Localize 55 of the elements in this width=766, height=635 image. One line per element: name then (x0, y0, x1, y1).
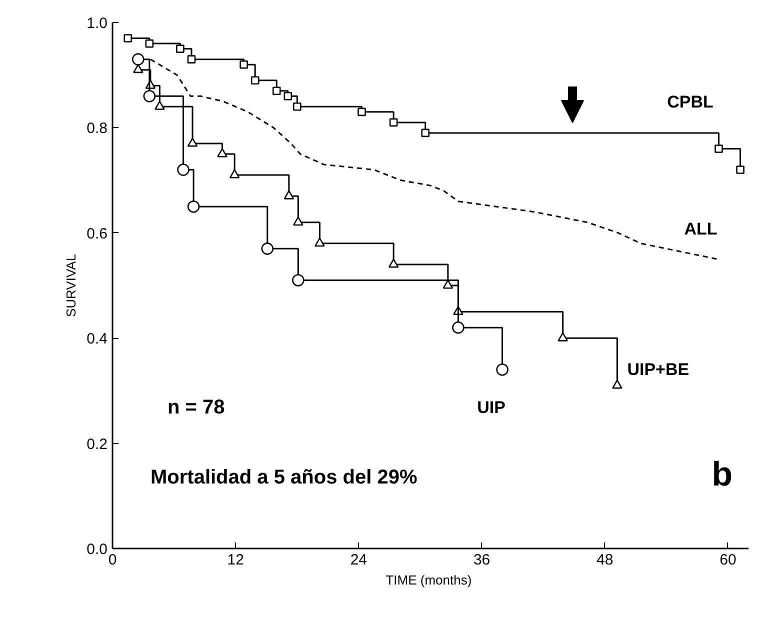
point (358, 108, 366, 116)
x-tick-label: 48 (596, 552, 614, 568)
y-tick-label: 0.6 (86, 225, 108, 242)
point (217, 148, 228, 158)
point (229, 169, 240, 178)
point (389, 118, 398, 127)
point (187, 200, 200, 213)
point (187, 55, 196, 64)
point (143, 90, 156, 102)
x-axis-title: TIME (months) (386, 572, 472, 588)
point (250, 76, 260, 85)
point (558, 332, 568, 342)
point (284, 92, 292, 100)
point (421, 128, 430, 138)
y-tick-label: 0.0 (86, 541, 108, 558)
point (736, 166, 744, 174)
x-tick-label: 12 (227, 552, 244, 568)
point (292, 102, 302, 111)
point (145, 39, 154, 48)
series-label: UIP+BE (627, 360, 690, 379)
point (187, 138, 198, 147)
point (177, 164, 190, 176)
series-label: CPBL (667, 92, 714, 112)
point (612, 380, 622, 389)
point (132, 64, 144, 74)
point (292, 274, 304, 286)
y-tick-label: 0.8 (86, 120, 108, 138)
y-tick-label: 1.0 (86, 15, 108, 32)
point (314, 238, 325, 247)
annotation: n = 78 (168, 396, 225, 418)
point (293, 216, 304, 226)
x-tick-label: 60 (720, 552, 736, 568)
point (176, 44, 184, 53)
point (124, 34, 132, 42)
point (154, 100, 165, 110)
point (272, 86, 281, 96)
point (442, 280, 454, 289)
point (496, 364, 508, 376)
y-axis-title: SURVIVAL (64, 254, 79, 318)
y-tick-label: 0.4 (86, 330, 108, 348)
series-label: ALL (684, 220, 718, 239)
x-tick-label: 36 (473, 552, 490, 568)
point (388, 258, 399, 268)
point (240, 60, 248, 69)
x-tick-label: 24 (350, 552, 368, 568)
point (132, 53, 144, 66)
y-tick-label: 0.2 (86, 436, 108, 453)
x-tick-label: 0 (108, 552, 117, 568)
point (284, 190, 294, 200)
point (452, 321, 464, 334)
annotation: Mortalidad a 5 años del 29% (150, 466, 418, 488)
point (714, 144, 723, 153)
series-label: UIP (477, 398, 506, 418)
point (261, 242, 274, 255)
annotation: b (712, 456, 733, 494)
